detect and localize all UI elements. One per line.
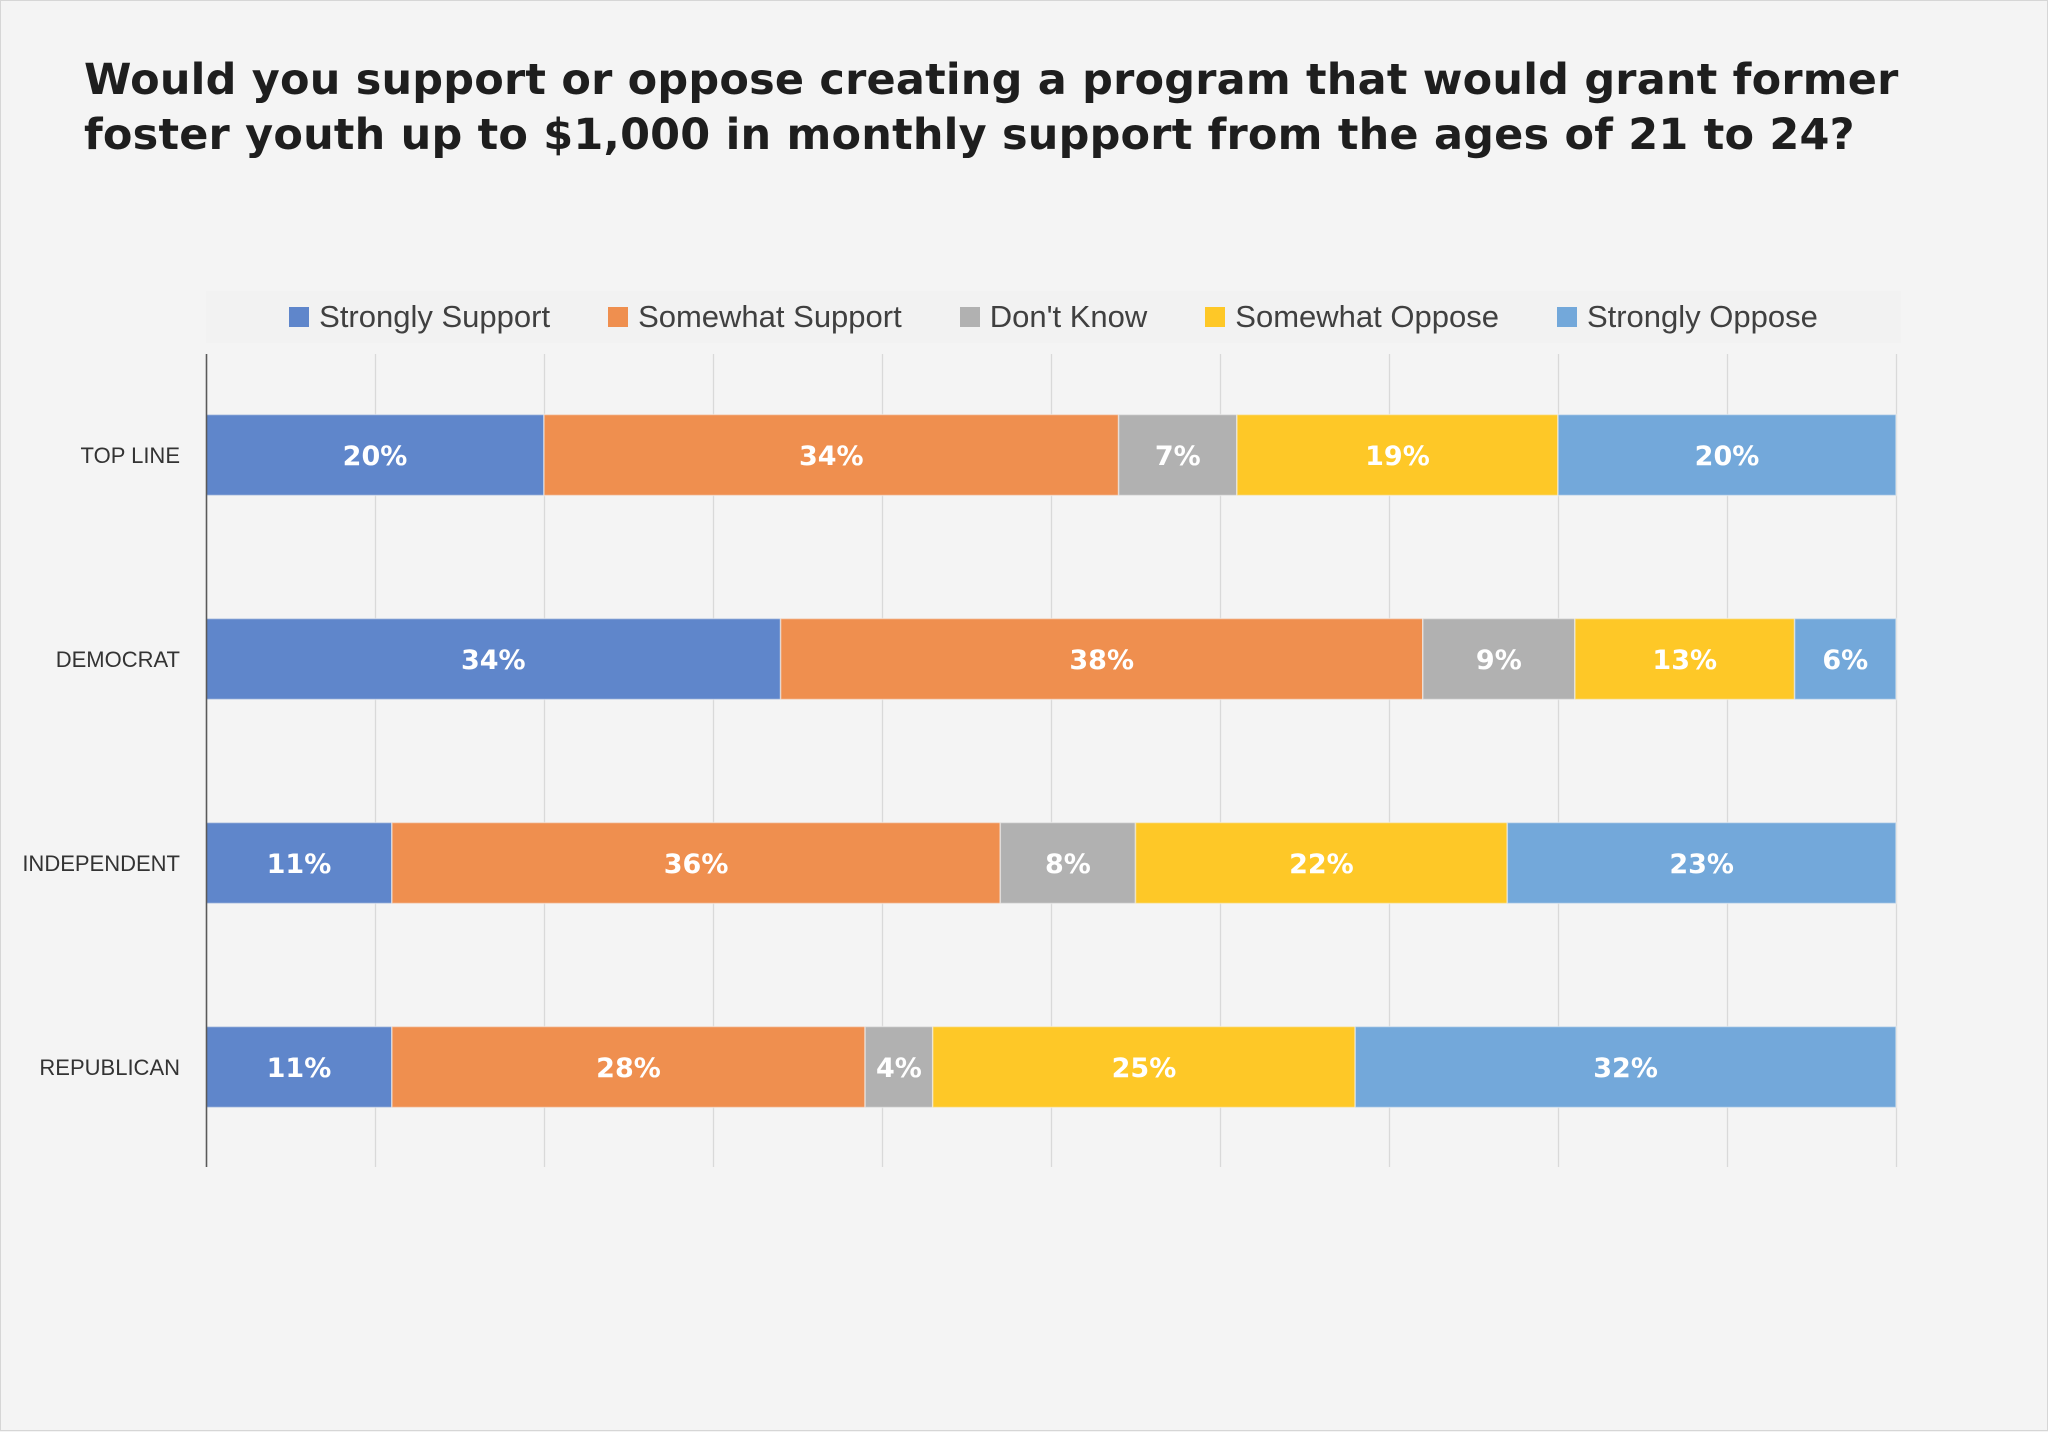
legend-label: Strongly Oppose: [1586, 299, 1818, 334]
bar-segment: [205, 413, 545, 497]
bar-segment: [1236, 413, 1559, 497]
bar-segment: [779, 617, 1424, 701]
legend-item: Don't Know: [959, 299, 1148, 335]
legend: Strongly Support Somewhat Support Don't Kn…: [206, 291, 1901, 343]
data-label: 20%: [343, 441, 408, 472]
data-label: 34%: [799, 441, 864, 472]
chart-title-line-1: Would you support or oppose creating a p…: [84, 55, 1899, 105]
bar-segment: [1557, 413, 1897, 497]
data-label: 13%: [1652, 645, 1717, 676]
legend-item: Somewhat Oppose: [1205, 299, 1499, 335]
legend-label: Strongly Support: [319, 299, 551, 334]
data-label: 8%: [1045, 849, 1091, 880]
bar-segment: [205, 1025, 393, 1109]
category-label: INDEPENDENT: [22, 851, 180, 876]
chart-title: Would you support or oppose creating a p…: [84, 53, 1984, 163]
bar-segment: [1117, 413, 1238, 497]
bar-segment: [1793, 617, 1897, 701]
bar-segment: [391, 821, 1002, 905]
chart-title-line-2: foster youth up to $1,000 in monthly sup…: [84, 110, 1855, 160]
bar-segment: [1506, 821, 1897, 905]
bar-segment: [1354, 1025, 1897, 1109]
legend-swatch: [1556, 307, 1577, 327]
bar-row-republican: 11% 28% 4% 25% 32%: [205, 1025, 1897, 1109]
legend-swatch: [959, 307, 980, 327]
bar-segment: [1422, 617, 1576, 701]
data-label: 36%: [664, 849, 729, 880]
data-label: 19%: [1365, 441, 1430, 472]
data-label: 34%: [461, 645, 526, 676]
data-label: 25%: [1112, 1053, 1177, 1084]
data-label: 28%: [596, 1053, 661, 1084]
bar-segment: [543, 413, 1120, 497]
data-label: 38%: [1069, 645, 1134, 676]
data-label: 22%: [1289, 849, 1354, 880]
legend-swatch: [1205, 307, 1226, 327]
bar-segment: [864, 1025, 934, 1109]
category-label: REPUBLICAN: [39, 1055, 180, 1080]
data-label: 32%: [1593, 1053, 1658, 1084]
data-label: 11%: [267, 849, 332, 880]
legend-swatch: [289, 307, 310, 327]
legend-item: Somewhat Support: [608, 299, 902, 335]
bar-segment: [1134, 821, 1509, 905]
category-label: DEMOCRAT: [56, 647, 180, 672]
legend-label: Don't Know: [989, 299, 1148, 334]
bar-row-independent: 11% 36% 8% 22% 23%: [205, 821, 1897, 905]
data-label: 9%: [1476, 645, 1522, 676]
data-label: 23%: [1669, 849, 1734, 880]
legend-item: Strongly Support: [289, 299, 550, 335]
data-label: 20%: [1695, 441, 1760, 472]
bar-segment: [205, 617, 782, 701]
bars: 20% 34% 7% 19% 20% 34% 38% 9% 13% 6% 11% 36% 8% 22% 23…: [205, 413, 1897, 1109]
category-label: TOP LINE: [81, 443, 180, 468]
data-label: 7%: [1155, 441, 1201, 472]
data-label: 4%: [876, 1053, 922, 1084]
bar-row-democrat: 34% 38% 9% 13% 6%: [205, 617, 1897, 701]
data-label: 6%: [1822, 645, 1868, 676]
legend-label: Somewhat Oppose: [1235, 299, 1499, 334]
legend-swatch: [608, 307, 629, 327]
bar-row-top-line: 20% 34% 7% 19% 20%: [205, 413, 1897, 497]
data-label: 11%: [267, 1053, 332, 1084]
legend-item: Strongly Oppose: [1556, 299, 1818, 335]
legend-label: Somewhat Support: [638, 299, 902, 334]
